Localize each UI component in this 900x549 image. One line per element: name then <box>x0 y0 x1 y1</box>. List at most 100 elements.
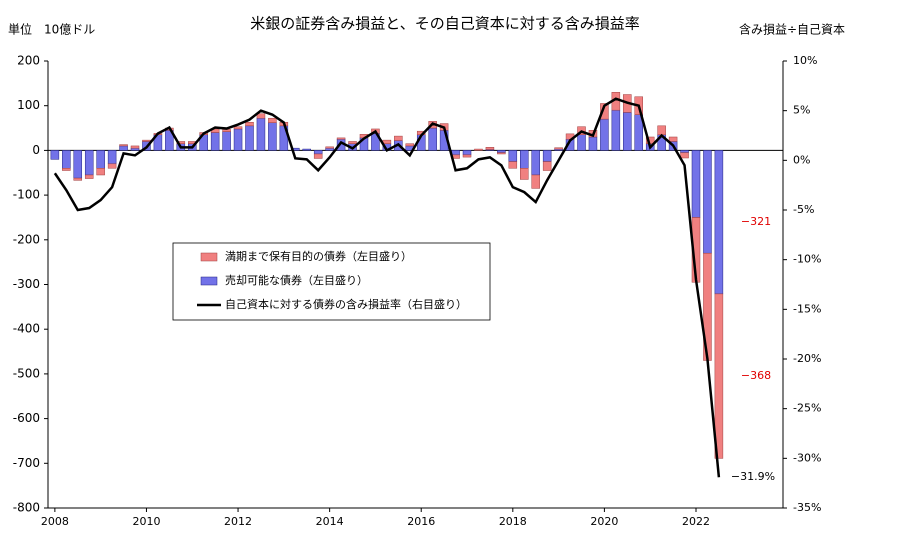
bar <box>600 118 609 151</box>
bar <box>245 125 254 151</box>
x-tick-label: 2022 <box>682 515 710 528</box>
y2-tick-label: -10% <box>793 253 821 266</box>
x-tick-label: 2016 <box>407 515 435 528</box>
y2-tick-label: -35% <box>793 501 821 514</box>
bar <box>233 128 243 151</box>
bar <box>313 153 323 159</box>
bar <box>657 125 666 136</box>
bar <box>107 150 117 165</box>
bar <box>107 163 117 169</box>
bar <box>119 144 128 147</box>
bar <box>130 145 140 149</box>
x-tick-label: 2008 <box>41 515 69 528</box>
x-tick-label: 2014 <box>316 515 344 528</box>
bar <box>680 150 689 153</box>
y-tick-label: -600 <box>13 411 40 425</box>
bar <box>130 147 140 151</box>
bar <box>50 150 60 160</box>
bar <box>520 150 529 169</box>
bar <box>382 139 392 144</box>
bar <box>302 148 311 151</box>
y2-tick-label: -20% <box>793 352 821 365</box>
bar <box>474 148 483 151</box>
legend-label: 満期まで保有目的の債券（左目盛り） <box>225 249 412 263</box>
bar <box>531 174 540 189</box>
x-tick-label: 2010 <box>132 515 160 528</box>
bar <box>451 150 460 156</box>
bar <box>96 168 105 176</box>
y2-tick-label: -15% <box>793 302 821 315</box>
bar <box>222 131 231 151</box>
bar <box>405 143 415 147</box>
bar <box>462 150 472 156</box>
bar <box>428 127 437 151</box>
bar <box>119 145 128 151</box>
legend-box <box>172 242 491 321</box>
bar <box>611 109 621 151</box>
bar <box>520 168 529 180</box>
y-tick-label: -800 <box>13 501 40 515</box>
chart-title: 米銀の証券含み損益と、その自己資本に対する含み損益率 <box>250 15 639 33</box>
bar <box>668 136 678 142</box>
y-tick-label: 200 <box>17 54 40 68</box>
y-tick-label: -700 <box>13 456 40 470</box>
bar <box>233 126 243 130</box>
value-label: −31.9% <box>731 470 775 483</box>
y2-tick-label: -5% <box>793 203 814 216</box>
y-tick-label: -500 <box>13 366 40 380</box>
y-tick-label: 0 <box>32 143 40 157</box>
value-label: −368 <box>741 369 771 382</box>
bar <box>497 150 506 153</box>
x-tick-label: 2018 <box>499 515 527 528</box>
bar <box>245 121 254 127</box>
y-tick-label: -100 <box>13 188 40 202</box>
y-tick-label: 100 <box>17 98 40 112</box>
line <box>53 97 721 478</box>
bar <box>96 150 105 169</box>
y-tick-label: -400 <box>13 322 40 336</box>
bar <box>256 117 266 151</box>
bar <box>691 150 701 218</box>
bar <box>680 152 689 159</box>
x-tick-label: 2020 <box>590 515 618 528</box>
bar <box>325 147 334 151</box>
bar <box>714 293 724 459</box>
legend-label: 自己資本に対する債券の含み損益率（右目盛り） <box>225 297 467 311</box>
bar <box>256 113 266 119</box>
bar <box>62 168 71 171</box>
y2-tick-label: -25% <box>793 402 821 415</box>
bar <box>268 117 277 123</box>
bar <box>554 147 563 150</box>
bar <box>268 122 277 151</box>
bar <box>142 139 151 142</box>
bar <box>313 150 323 155</box>
y-tick-label: -300 <box>13 277 40 291</box>
bar <box>714 150 724 295</box>
bar <box>542 161 552 171</box>
bar <box>600 103 609 120</box>
bar <box>73 150 83 179</box>
bar <box>394 135 403 141</box>
bar <box>588 136 598 151</box>
value-label: −321 <box>741 215 771 228</box>
bar <box>62 150 71 169</box>
bar <box>210 132 220 151</box>
y2-tick-label: 5% <box>793 104 810 117</box>
bar <box>73 177 83 181</box>
bar <box>336 137 346 140</box>
bar <box>348 141 357 144</box>
bar <box>462 154 472 158</box>
bar <box>577 134 586 151</box>
x-tick-label: 2012 <box>224 515 252 528</box>
y2-tick-label: 10% <box>793 54 817 67</box>
bar <box>623 112 632 151</box>
bar <box>542 150 552 162</box>
y-tick-label: -200 <box>13 232 40 246</box>
bar <box>325 146 334 149</box>
bar <box>531 150 540 176</box>
legend-label: 売却可能な債券（左目盛り） <box>225 273 368 287</box>
legend-swatch <box>200 252 218 262</box>
bar <box>497 152 506 155</box>
y-axis-label: 単位 10億ドル <box>8 22 95 37</box>
bar <box>84 150 94 176</box>
